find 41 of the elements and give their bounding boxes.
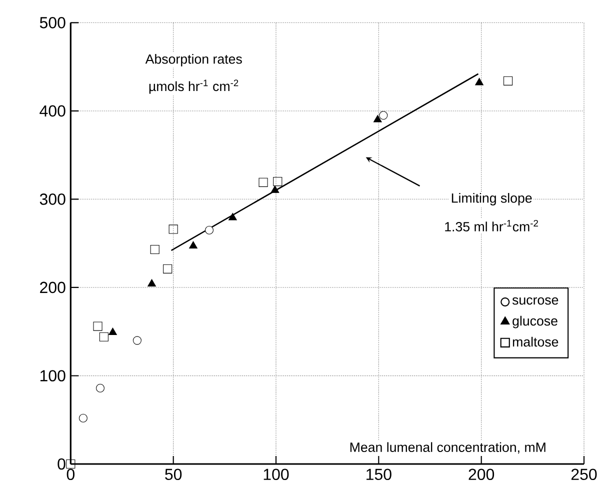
point [273,177,282,186]
point [228,212,237,220]
legend-label: glucose [512,316,558,328]
point [96,384,105,392]
x-tick-label: 150 [366,468,392,480]
x-tick-label: 100 [264,468,289,480]
point [66,459,76,469]
y-tick-label: 400 [40,105,66,117]
point [132,336,142,345]
point [475,78,484,86]
point [150,244,160,254]
point [108,328,117,336]
y-tick-label: 200 [40,282,66,294]
annotation: Limiting slope [452,192,532,206]
point [379,111,388,120]
point [205,226,214,234]
x-tick-label: 50 [165,468,182,480]
point [93,322,102,331]
legend-label: maltose [512,336,558,347]
point [163,264,172,274]
point [189,241,198,249]
point [503,76,513,86]
point [148,279,156,286]
y-tick-label: 500 [40,17,66,28]
x-tick-label: 200 [468,468,494,480]
y-tick-label: 100 [40,370,66,382]
point [99,332,108,342]
annotation: 1.35 ml hr$^{-1}$cm$^{-2}$ [445,220,538,232]
y-tick-label: 300 [40,194,66,205]
legend-label: sucrose [512,297,558,305]
point [270,186,280,193]
x-axis-title: Mean lumenal concentration, mM [350,442,546,454]
point [373,114,382,122]
point [258,178,268,187]
point [78,414,88,422]
annotation: Absorption rates [145,54,242,66]
annotation: µmols hr$^{-1}$ cm$^{-2}$ [149,80,238,94]
x-tick-label: 250 [571,468,597,480]
y-tick-label: 0 [58,458,66,470]
x-tick-label: 0 [66,468,74,480]
point [168,224,178,234]
